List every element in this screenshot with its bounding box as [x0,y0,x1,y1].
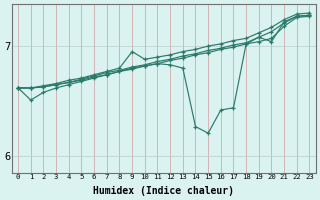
X-axis label: Humidex (Indice chaleur): Humidex (Indice chaleur) [93,186,234,196]
